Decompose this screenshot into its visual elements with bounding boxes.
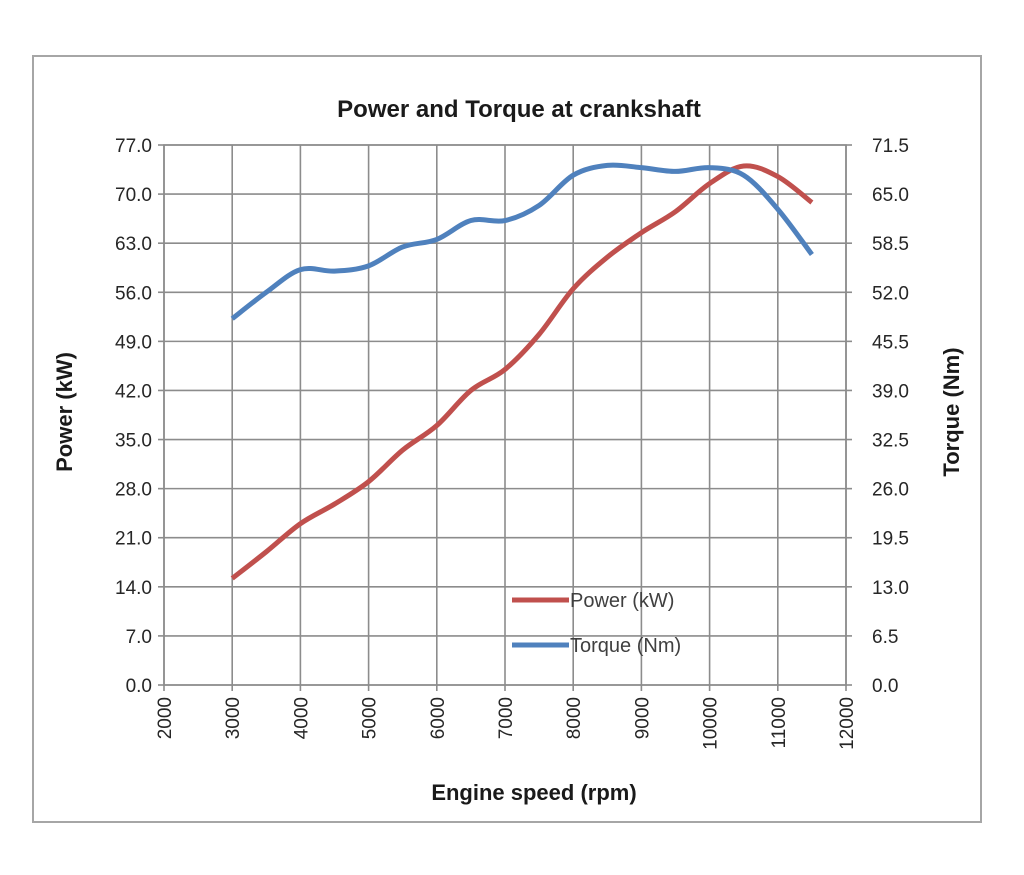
data-point-power-kw — [434, 423, 439, 428]
data-point-torque-nm — [707, 165, 712, 170]
data-point-torque-nm — [400, 244, 405, 249]
series-line-power-kw — [230, 163, 814, 581]
y-tick-label: 77.0 — [115, 136, 152, 157]
y-tick-label: 42.0 — [115, 381, 152, 402]
x-tick-label: 7000 — [496, 697, 517, 739]
chart-svg: 2000 3000 4000 5000 6000 7000 8000 9000 10000 110… — [52, 96, 964, 805]
y2-tick-label: 45.5 — [872, 332, 909, 353]
y2-tick-label: 0.0 — [872, 676, 898, 697]
y-tick-label: 7.0 — [126, 627, 152, 648]
y-tick-label: 28.0 — [115, 480, 152, 501]
data-point-power-kw — [400, 448, 405, 453]
data-point-torque-nm — [503, 218, 508, 223]
legend-label-power: Power (kW) — [570, 590, 674, 612]
axes: 2000 3000 4000 5000 6000 7000 8000 9000 10000 110… — [115, 136, 909, 750]
series-layer — [230, 162, 814, 581]
y2-tick-label: 52.0 — [872, 283, 909, 304]
y-tick-label: 70.0 — [115, 185, 152, 206]
data-point-power-kw — [741, 164, 746, 169]
y2-tick-label: 19.5 — [872, 529, 909, 550]
data-point-power-kw — [366, 479, 371, 484]
data-point-torque-nm — [230, 316, 235, 321]
data-point-power-kw — [809, 200, 814, 205]
data-point-torque-nm — [673, 169, 678, 174]
data-point-torque-nm — [741, 173, 746, 178]
y2-tick-label: 71.5 — [872, 136, 909, 157]
y-tick-label: 35.0 — [115, 431, 152, 452]
x-tick-label: 2000 — [155, 697, 176, 739]
data-point-power-kw — [468, 388, 473, 393]
y-tick-label: 21.0 — [115, 529, 152, 550]
y2-tick-label: 32.5 — [872, 431, 909, 452]
data-point-power-kw — [264, 549, 269, 554]
x-tick-label: 10000 — [701, 697, 722, 750]
data-point-torque-nm — [468, 218, 473, 223]
y-axis-title: Power (kW) — [52, 352, 77, 472]
data-point-torque-nm — [605, 163, 610, 168]
data-point-power-kw — [639, 230, 644, 235]
data-point-power-kw — [332, 502, 337, 507]
chart-frame: 2000 3000 4000 5000 6000 7000 8000 9000 10000 110… — [32, 55, 982, 823]
y2-tick-label: 65.0 — [872, 185, 909, 206]
data-point-power-kw — [503, 367, 508, 372]
x-tick-label: 11000 — [769, 697, 790, 748]
data-point-torque-nm — [366, 263, 371, 268]
data-point-torque-nm — [639, 165, 644, 170]
y2-tick-label: 6.5 — [872, 627, 898, 648]
data-point-power-kw — [707, 181, 712, 186]
chart-title: Power and Torque at crankshaft — [337, 96, 701, 123]
x-tick-label: 8000 — [564, 697, 585, 739]
y-tick-label: 56.0 — [115, 283, 152, 304]
data-point-torque-nm — [298, 267, 303, 272]
x-tick-label: 12000 — [837, 697, 858, 750]
y-tick-label: 14.0 — [115, 578, 152, 599]
data-point-torque-nm — [434, 237, 439, 242]
legend: Power (kW) Torque (Nm) — [512, 590, 681, 657]
grid — [163, 144, 847, 686]
data-point-torque-nm — [537, 203, 542, 208]
data-point-power-kw — [775, 174, 780, 179]
x-axis-title: Engine speed (rpm) — [431, 780, 636, 805]
y-tick-label: 49.0 — [115, 332, 152, 353]
data-point-torque-nm — [264, 290, 269, 295]
y2-tick-label: 13.0 — [872, 578, 909, 599]
x-tick-label: 4000 — [291, 697, 312, 739]
data-point-torque-nm — [809, 252, 814, 257]
data-point-torque-nm — [571, 173, 576, 178]
legend-label-torque: Torque (Nm) — [570, 635, 681, 657]
y-tick-label: 63.0 — [115, 234, 152, 255]
data-point-power-kw — [605, 255, 610, 260]
data-point-torque-nm — [775, 207, 780, 212]
y2-axis-title: Torque (Nm) — [939, 347, 964, 476]
data-point-power-kw — [537, 332, 542, 337]
data-point-power-kw — [230, 576, 235, 581]
y2-tick-label: 58.5 — [872, 234, 909, 255]
y-tick-label: 0.0 — [126, 676, 152, 697]
x-tick-label: 6000 — [428, 697, 449, 739]
y2-tick-label: 39.0 — [872, 381, 909, 402]
x-tick-label: 5000 — [360, 697, 381, 739]
y2-tick-label: 26.0 — [872, 480, 909, 501]
x-tick-label: 3000 — [223, 697, 244, 739]
data-point-power-kw — [571, 286, 576, 291]
x-tick-label: 9000 — [632, 697, 653, 739]
series-line-torque-nm — [230, 162, 814, 321]
data-point-torque-nm — [332, 269, 337, 274]
data-point-power-kw — [673, 209, 678, 214]
data-point-power-kw — [298, 521, 303, 526]
